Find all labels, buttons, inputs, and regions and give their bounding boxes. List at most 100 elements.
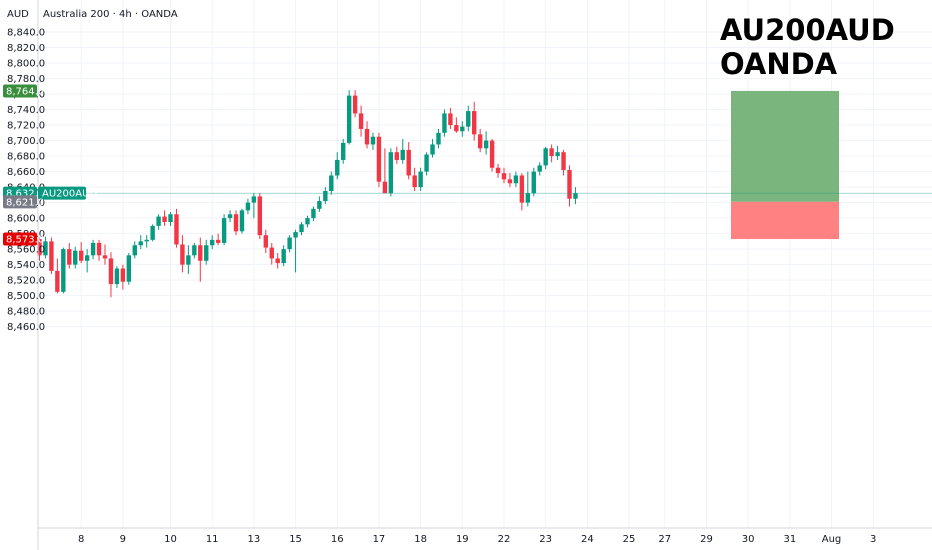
candle xyxy=(61,247,66,294)
price-tick-label: 8,600.0 xyxy=(7,214,45,225)
candle xyxy=(204,239,209,265)
symbol-info[interactable]: Australia 200 · 4h · OANDA xyxy=(43,9,178,20)
candle xyxy=(144,235,149,248)
profit-zone[interactable] xyxy=(731,90,839,202)
candle-body xyxy=(412,175,417,188)
candle-body xyxy=(442,113,447,133)
candle-body xyxy=(329,175,334,191)
candle xyxy=(531,167,536,197)
time-tick-label: 19 xyxy=(456,534,469,545)
candle xyxy=(341,139,346,164)
candle-body xyxy=(454,125,459,132)
candle-body xyxy=(221,218,227,243)
time-tick-label: 29 xyxy=(700,534,713,545)
candle xyxy=(513,171,519,188)
candle-body xyxy=(84,255,90,261)
candle-body xyxy=(126,255,132,282)
candle-body xyxy=(311,208,316,219)
candle-body xyxy=(424,154,429,172)
candle xyxy=(555,145,560,160)
candle-body xyxy=(204,245,209,261)
candle xyxy=(507,173,513,188)
price-tick-label: 8,680.0 xyxy=(7,152,45,163)
entry-price-tag: 8,621.0 xyxy=(3,195,44,209)
candle xyxy=(120,264,126,290)
candle-body xyxy=(73,250,78,265)
candle-body xyxy=(61,249,66,292)
candle-body xyxy=(257,196,263,236)
candle-body xyxy=(346,95,352,143)
candle xyxy=(245,198,251,215)
price-axis[interactable]: 8,460.0 8,480.0 8,500.0 8,520.0 8,540.0 8,560… xyxy=(7,28,45,334)
candle-body xyxy=(305,218,310,225)
candle xyxy=(102,244,108,265)
candle xyxy=(388,148,394,197)
candle-body xyxy=(561,152,566,171)
time-tick-label: 8 xyxy=(78,534,84,545)
candle xyxy=(394,146,399,164)
candle xyxy=(299,221,304,236)
candle xyxy=(227,210,233,222)
price-tick-label: 8,700.0 xyxy=(7,136,45,147)
take-profit-price: 8,764.0 xyxy=(6,86,44,97)
price-tick-label: 8,740.0 xyxy=(7,105,45,116)
candle-body xyxy=(263,235,268,248)
candle-body xyxy=(67,249,72,265)
candle-body xyxy=(477,134,483,149)
candle xyxy=(37,236,42,261)
candle-body xyxy=(466,111,471,127)
price-tick-label: 8,480.0 xyxy=(7,307,45,318)
candle-body xyxy=(341,142,346,160)
candle xyxy=(418,167,423,191)
candle-body xyxy=(138,241,143,246)
candle-body xyxy=(448,113,453,126)
candle-body xyxy=(192,245,197,256)
candle-body xyxy=(275,258,280,264)
price-tick-label: 8,540.0 xyxy=(7,260,45,271)
candle xyxy=(180,235,185,273)
candle xyxy=(168,211,173,226)
candle xyxy=(483,131,489,155)
candle-body xyxy=(37,239,42,256)
candle xyxy=(382,148,388,194)
candle xyxy=(329,171,334,195)
time-tick-label: 3 xyxy=(870,534,876,545)
take-profit-price-tag: 8,764.0 xyxy=(3,84,44,98)
candle xyxy=(96,239,102,261)
candle-body xyxy=(364,128,370,145)
candle xyxy=(430,139,435,158)
candle xyxy=(251,193,257,219)
candle-body xyxy=(370,136,376,145)
candle-body xyxy=(394,152,399,160)
candle xyxy=(287,235,292,253)
candle-body xyxy=(287,237,292,250)
candle xyxy=(519,173,525,211)
loss-zone[interactable] xyxy=(731,201,839,240)
candle-body xyxy=(245,202,251,211)
price-tick-label: 8,720.0 xyxy=(7,121,45,132)
candle-body xyxy=(293,232,298,238)
candle-body xyxy=(489,140,495,168)
candle xyxy=(549,144,554,163)
candle-body xyxy=(239,210,245,232)
candle xyxy=(138,235,143,250)
time-tick-label: 25 xyxy=(623,534,636,545)
candle-body xyxy=(400,149,405,160)
candle-body xyxy=(573,193,578,199)
candle-body xyxy=(382,181,388,194)
candle-body xyxy=(156,216,161,226)
time-axis[interactable]: 8 9 10 11 13 15 16 17 18 19 22 23 24 25 27 29 30 31 Aug 3 xyxy=(78,534,876,545)
candle xyxy=(78,242,84,264)
candle-body xyxy=(132,245,137,256)
candle-body xyxy=(495,167,501,174)
candle-body xyxy=(501,173,507,180)
price-tick-label: 8,460.0 xyxy=(7,322,45,333)
candle xyxy=(257,193,263,240)
candle xyxy=(364,121,370,149)
stop-loss-price: 8,573.0 xyxy=(6,235,44,246)
candle-body xyxy=(549,148,554,157)
candle xyxy=(186,245,191,274)
candle xyxy=(209,235,215,250)
price-tick-label: 8,820.0 xyxy=(7,43,45,54)
